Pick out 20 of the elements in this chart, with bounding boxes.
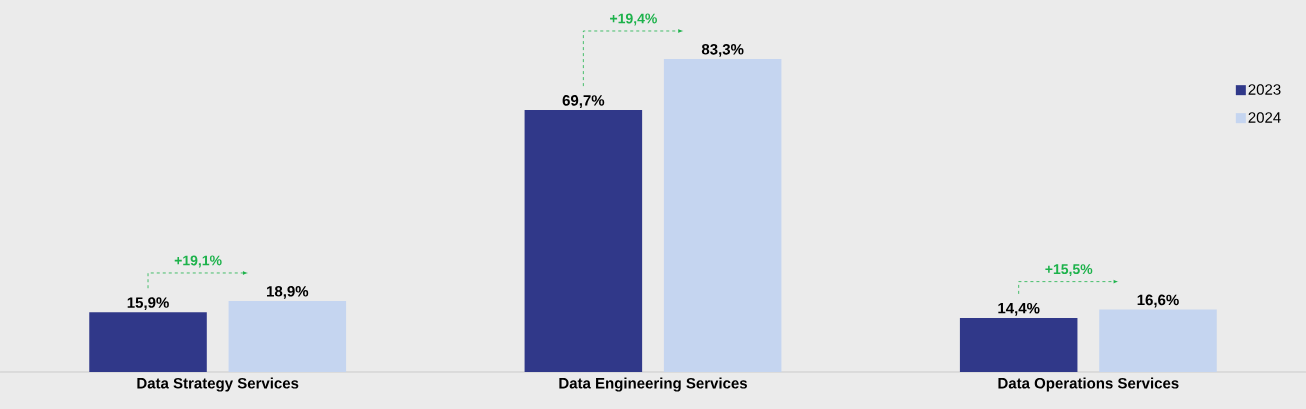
x-tick-label: Data Engineering Services bbox=[559, 377, 747, 392]
annotation: +19,1% bbox=[174, 255, 222, 268]
bar bbox=[1099, 309, 1217, 372]
x-tick-label: Data Strategy Services bbox=[137, 377, 299, 392]
bar bbox=[524, 110, 643, 372]
bar bbox=[89, 312, 207, 372]
legend-label: 2024 bbox=[1248, 112, 1281, 123]
data-label: 14,4% bbox=[998, 302, 1040, 316]
data-label: 18,9% bbox=[267, 285, 309, 299]
data-label: 15,9% bbox=[127, 297, 169, 311]
bar bbox=[959, 317, 1078, 372]
annotation: +15,5% bbox=[1045, 264, 1093, 277]
bar bbox=[228, 300, 347, 372]
text: +19,4% bbox=[610, 13, 657, 26]
legend-label: 2023 bbox=[1248, 84, 1281, 95]
data-label: 83,3% bbox=[701, 44, 744, 57]
data-label: 16,6% bbox=[1137, 294, 1179, 308]
x-tick-label: Data Operations Services bbox=[998, 377, 1179, 392]
data-label: 69,7% bbox=[562, 95, 605, 108]
bar bbox=[663, 59, 782, 372]
